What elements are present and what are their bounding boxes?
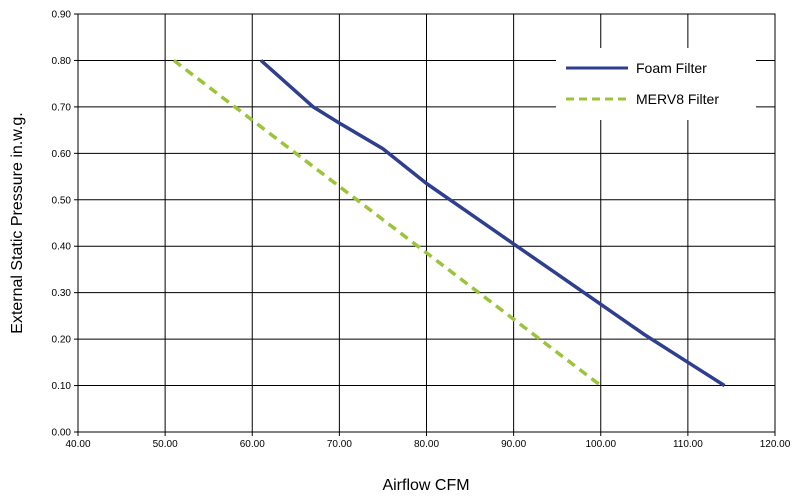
series-lines: [172, 59, 726, 388]
y-tick-label: 0.60: [52, 149, 72, 160]
y-tick-label: 0.90: [52, 10, 72, 21]
y-axis-title: External Static Pressure in.w.g.: [9, 112, 26, 333]
x-tick-label: 60.00: [240, 439, 265, 450]
x-tick-labels: 40.00 50.00 60.00 70.00 80.00 90.00 100.00 110.…: [65, 439, 790, 450]
y-tick-label: 0.30: [52, 288, 72, 299]
y-tick-label: 0.10: [52, 381, 72, 392]
x-tick-label: 80.00: [414, 439, 439, 450]
gridlines: [74, 13, 776, 436]
y-tick-label: 0.70: [52, 102, 72, 113]
x-tick-label: 70.00: [327, 439, 352, 450]
legend: Foam Filter MERV8 Filter: [556, 48, 756, 120]
legend-label-foam: Foam Filter: [636, 60, 707, 76]
x-tick-label: 110.00: [673, 439, 703, 450]
y-tick-label: 0.20: [52, 335, 72, 346]
y-tick-label: 0.00: [52, 428, 72, 439]
y-tick-label: 0.40: [52, 242, 72, 253]
x-tick-label: 50.00: [153, 439, 178, 450]
legend-label-merv8: MERV8 Filter: [636, 91, 719, 107]
x-tick-label: 40.00: [65, 439, 90, 450]
x-tick-label: 90.00: [501, 439, 526, 450]
x-axis-title: Airflow CFM: [382, 477, 469, 494]
y-tick-label: 0.50: [52, 195, 72, 206]
y-tick-label: 0.80: [52, 56, 72, 67]
series-line-foam-filter: [259, 59, 726, 388]
x-tick-label: 100.00: [585, 439, 616, 450]
legend-box: [556, 48, 756, 120]
x-tick-label: 120.00: [760, 439, 791, 450]
y-tick-labels: 0.00 0.10 0.20 0.30 0.40 0.50 0.60 0.70 0.80 0.90: [52, 10, 72, 439]
